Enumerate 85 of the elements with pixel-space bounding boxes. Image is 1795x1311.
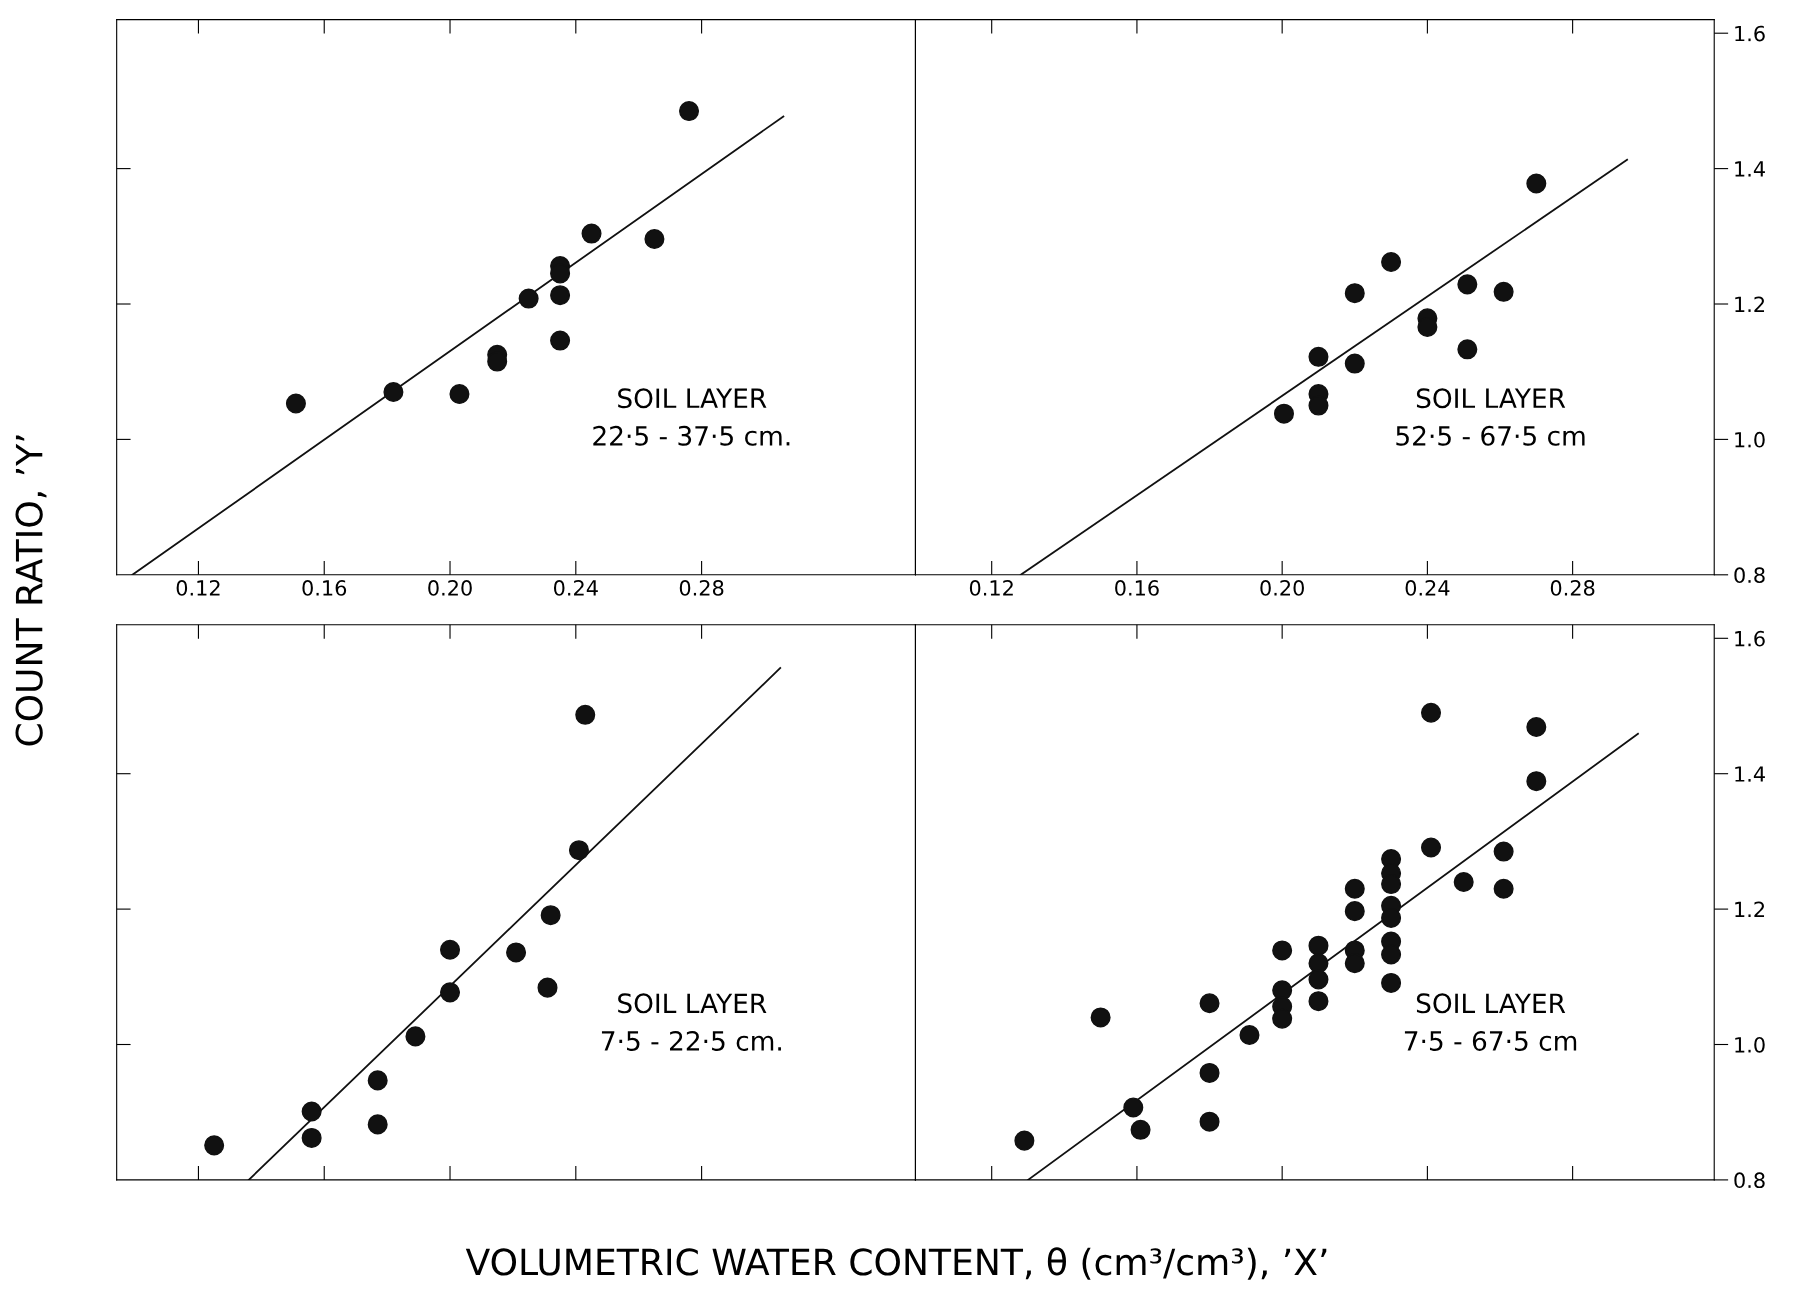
point <box>1421 702 1442 723</box>
point <box>1199 993 1220 1014</box>
point <box>1308 969 1329 990</box>
point <box>1453 872 1474 893</box>
point <box>285 393 306 414</box>
point <box>537 977 558 998</box>
y-tick-label: 1.0 <box>1735 431 1765 448</box>
point <box>1272 940 1293 961</box>
point <box>1457 339 1478 360</box>
x-axis-title: VOLUMETRIC WATER CONTENT, θ (cm³/cm³), ’X’ <box>465 1247 1327 1280</box>
x-tick-label: 0.16 <box>1115 580 1159 596</box>
point <box>540 905 561 926</box>
y-tick-label: 1.2 <box>1735 296 1765 312</box>
point <box>367 1070 388 1091</box>
point <box>1014 1130 1035 1151</box>
x-tick-label: 0.24 <box>1405 580 1450 596</box>
point <box>1272 980 1293 1001</box>
point <box>1457 274 1478 295</box>
point <box>1493 878 1514 899</box>
point <box>301 1101 322 1122</box>
annotation: SOIL LAYER <box>618 388 767 409</box>
x-tick-label: 0.12 <box>969 580 1013 596</box>
point <box>1344 283 1365 304</box>
point <box>1344 878 1365 899</box>
point <box>204 1135 225 1156</box>
point <box>1090 1007 1111 1028</box>
point <box>679 101 700 122</box>
point <box>644 228 665 250</box>
point <box>1344 901 1365 922</box>
annotation: 22·5 - 37·5 cm. <box>593 425 790 446</box>
point <box>383 382 404 403</box>
point <box>1381 972 1402 993</box>
y-tick-label: 1.4 <box>1735 161 1765 177</box>
x-tick-label: 0.20 <box>428 580 472 596</box>
point <box>568 840 589 861</box>
x-tick-label: 0.24 <box>553 580 598 596</box>
point <box>1308 935 1329 956</box>
annotation: 7·5 - 67·5 cm <box>1404 1030 1577 1051</box>
x-tick-label: 0.28 <box>679 580 724 596</box>
point <box>1421 837 1442 858</box>
x-tick-label: 0.20 <box>1260 580 1304 596</box>
point <box>550 330 571 351</box>
point <box>1273 403 1294 424</box>
y-tick-label: 0.8 <box>1734 1172 1765 1189</box>
point <box>1493 841 1514 862</box>
annotation: 52·5 - 67·5 cm <box>1396 425 1585 446</box>
point <box>1381 252 1402 273</box>
point <box>405 1026 426 1047</box>
point <box>550 285 571 306</box>
point <box>440 982 461 1003</box>
point <box>1130 1119 1151 1140</box>
y-tick-label: 1.6 <box>1735 25 1765 42</box>
point <box>1199 1062 1220 1083</box>
point <box>440 939 461 960</box>
point <box>301 1127 322 1148</box>
point <box>1526 173 1547 194</box>
point <box>367 1114 388 1135</box>
point <box>1123 1097 1144 1118</box>
annotation: SOIL LAYER <box>1416 388 1566 409</box>
point <box>506 942 527 963</box>
point <box>581 223 602 244</box>
point <box>1344 953 1365 974</box>
annotation: 7·5 - 22·5 cm. <box>601 1030 781 1051</box>
x-tick-label: 0.16 <box>302 580 347 596</box>
x-tick-label: 0.28 <box>1550 580 1595 596</box>
point <box>1308 346 1329 367</box>
point <box>1239 1025 1260 1046</box>
annotation: SOIL LAYER <box>1416 993 1566 1014</box>
annotation: SOIL LAYER <box>618 993 767 1014</box>
point <box>1493 281 1514 302</box>
point <box>575 704 596 725</box>
point <box>518 288 539 309</box>
y-tick-label: 1.4 <box>1735 766 1765 782</box>
y-tick-label: 0.8 <box>1734 567 1765 584</box>
point <box>1344 353 1365 374</box>
y-tick-label: 1.2 <box>1735 901 1765 918</box>
point <box>1526 771 1547 792</box>
y-tick-label: 1.6 <box>1735 630 1765 647</box>
point <box>1526 716 1547 738</box>
y-axis-title: COUNT RATIO, ’Y’ <box>15 435 47 746</box>
point <box>449 384 470 405</box>
point <box>1308 991 1329 1012</box>
x-tick-label: 0.12 <box>176 580 220 596</box>
y-tick-label: 1.0 <box>1735 1036 1765 1053</box>
point <box>1199 1111 1220 1132</box>
